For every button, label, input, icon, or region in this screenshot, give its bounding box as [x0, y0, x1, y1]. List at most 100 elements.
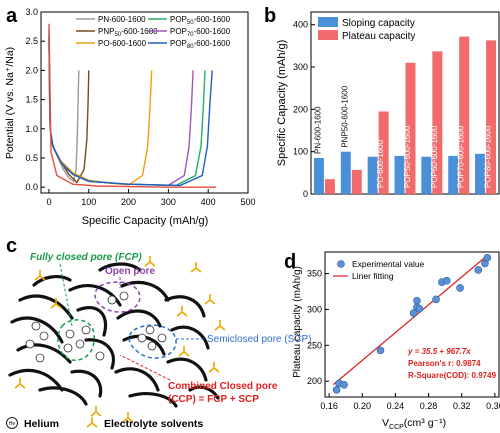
panel-d-frame	[324, 251, 500, 398]
solvent-molecule	[208, 362, 220, 373]
panel-b-bars	[313, 36, 497, 195]
solvent-bond	[50, 303, 57, 309]
data-point	[483, 253, 492, 262]
carbon-layers-illustration	[8, 262, 220, 408]
helium-atom	[137, 333, 147, 343]
fcp-callout-line	[59, 263, 73, 327]
solvent-bond	[213, 367, 220, 373]
panel-a-x-ticks: 0 100 200 300 400 500	[46, 189, 256, 207]
y-tick-label: 3.0	[25, 7, 38, 17]
helium-atom	[145, 325, 155, 335]
series-line	[48, 41, 206, 187]
x-tick-label: 0.32	[453, 401, 471, 411]
solvent-legend-icon	[86, 417, 98, 428]
sloping-bar	[313, 158, 324, 194]
panel-d-y-axis-label: Plateau capacity (mAh/g)	[292, 266, 303, 378]
helium-atom	[81, 325, 91, 335]
open-pore-label: Open pore	[105, 266, 155, 277]
panel-d-fit-equation: y = 35.5 + 967.7x Pearson's r: 0.9874 R-…	[407, 347, 497, 380]
plateau-bar	[324, 179, 335, 194]
solvent-molecules	[14, 256, 226, 423]
series-line	[48, 41, 153, 186]
data-point	[409, 309, 418, 317]
y-tick-label: 400	[293, 20, 308, 30]
helium-atom	[31, 321, 41, 331]
helium-legend-label: Helium	[24, 418, 59, 430]
solvent-bond	[34, 275, 41, 281]
bar-category-label: POP60-600-1600	[430, 125, 439, 188]
y-tick-label: 200	[307, 376, 322, 386]
x-tick-label: 0.16	[320, 401, 338, 411]
panel-a-line-chart: a 0 100 200 300 400 500 0.0 0.5 1.0 1.5 2.0 2.5 3.0…	[4, 5, 256, 227]
y-tick-label: 2.0	[25, 65, 38, 75]
series-line	[48, 35, 90, 184]
panel-b-frame	[310, 11, 500, 195]
panel-b-legend: Sloping capacity Plateau capacity	[318, 17, 415, 42]
legend-swatch-sloping	[318, 17, 338, 27]
panel-d-x-ticks: 0.16 0.20 0.24 0.28 0.32 0.36	[320, 393, 500, 411]
solvent-molecule	[34, 270, 46, 281]
panel-a-y-ticks: 0.0 0.5 1.0 1.5 2.0 2.5 3.0	[25, 7, 45, 192]
helium-atom	[95, 351, 105, 361]
helium-legend-symbol: He	[9, 421, 16, 427]
sloping-bar	[448, 155, 459, 194]
data-point	[456, 284, 464, 292]
bar-category-label: POP50-600-1600	[403, 125, 412, 188]
data-point	[432, 295, 440, 304]
solvent-molecule	[214, 320, 226, 331]
legend-label-experimental: Experimental value	[352, 259, 425, 269]
bar-category-label: PN-600-1600	[313, 106, 322, 154]
plateau-bar	[486, 40, 497, 194]
solvent-bond	[219, 325, 226, 331]
solvent-bond	[39, 275, 46, 281]
sloping-bar	[394, 155, 405, 194]
solvent-molecule	[90, 406, 102, 417]
x-tick-label: 0.24	[387, 401, 405, 411]
helium-atom	[157, 333, 167, 343]
helium-atom	[107, 295, 117, 305]
y-tick-label: 1.5	[25, 95, 38, 105]
panel-b-y-ticks: 0 100 200 300 400	[293, 20, 315, 199]
panel-c-legend: He Helium Electrolyte solvents	[6, 417, 203, 430]
panel-a-series-lines	[48, 23, 217, 188]
solvent-molecule	[122, 412, 134, 423]
panel-b-bar-chart: b 0 100 200 300 400 PN-600-1600 PNP50-600-160…	[264, 5, 500, 199]
series-line	[48, 29, 213, 187]
bar-category-label: POP80-600-1600	[484, 125, 493, 188]
plateau-bar	[405, 62, 416, 195]
solvent-bond	[183, 351, 190, 357]
solvent-bond	[149, 261, 156, 267]
fit-r-square: R-Square(COD): 0.9749	[408, 371, 497, 380]
x-tick-label: 300	[161, 197, 176, 207]
legend-label: PNP50-600-1600	[98, 27, 158, 38]
panel-a-x-axis-label: Specific Capacity (mAh/g)	[82, 215, 209, 227]
x-tick-label: 0.28	[420, 401, 438, 411]
helium-atom	[75, 339, 85, 349]
y-tick-label: 100	[293, 147, 308, 157]
data-point	[376, 346, 385, 355]
solvent-molecule	[190, 262, 202, 273]
scp-label: Semiclosed pore (SCP)	[207, 334, 311, 345]
solvent-bond	[209, 299, 216, 305]
bar-category-label: PNP50-600-1600	[340, 85, 349, 147]
solvent-bond	[122, 417, 129, 423]
fcp-label: Fully closed pore (FCP)	[30, 252, 142, 263]
x-tick-label: 500	[240, 197, 255, 207]
solvent-bond	[214, 325, 221, 331]
solvent-molecule	[144, 256, 156, 267]
x-tick-label: 100	[81, 197, 96, 207]
solvent-molecule	[176, 306, 188, 317]
panel-b-y-axis-label: Specific Capacity (mAh/g)	[276, 40, 288, 167]
solvent-bond	[176, 311, 183, 317]
plateau-bar	[432, 51, 443, 194]
solvent-bond	[14, 383, 21, 389]
panel-d-scatter-chart: d 0.160.200.240.280.320.36 200250300350 …	[284, 251, 500, 431]
data-point	[413, 297, 421, 305]
solvent-molecule	[14, 378, 26, 389]
solvent-legend-label: Electrolyte solvents	[104, 418, 203, 430]
helium-atom	[119, 291, 129, 301]
panel-d-points	[332, 253, 492, 394]
legend-label: POP80-600-1600	[170, 39, 231, 50]
solvent-bond	[178, 351, 185, 357]
